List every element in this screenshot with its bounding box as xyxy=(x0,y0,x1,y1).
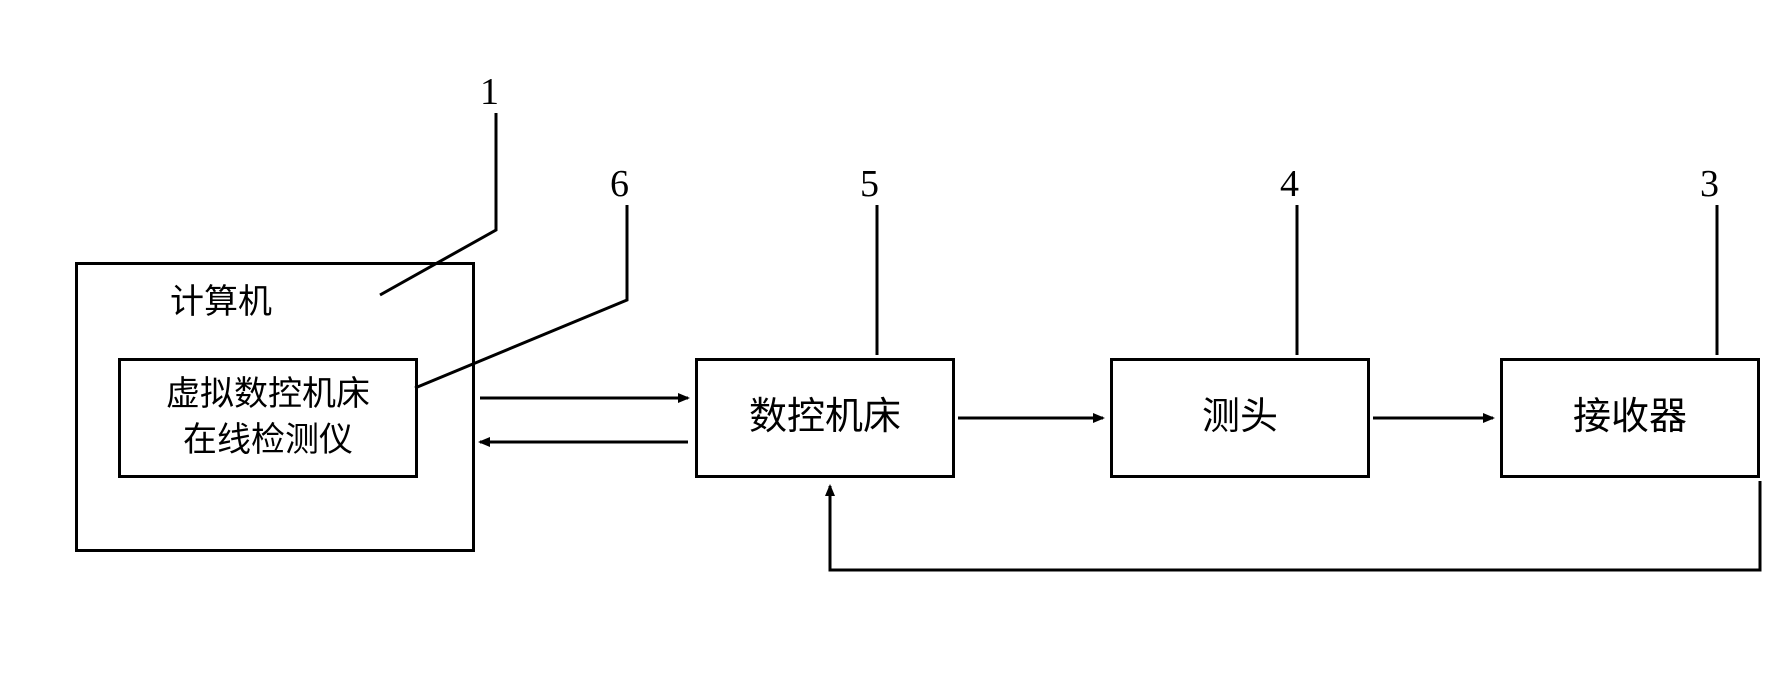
callout-number-6: 6 xyxy=(610,162,629,206)
probe-box: 测头 xyxy=(1110,358,1370,478)
virtual-detector-box: 虚拟数控机床 在线检测仪 xyxy=(118,358,418,478)
callout-number-1: 1 xyxy=(480,70,499,114)
callout-number-5: 5 xyxy=(860,162,879,206)
computer-outer-label: 计算机 xyxy=(170,274,272,323)
callout-number-3: 3 xyxy=(1700,162,1719,206)
callout-number-4: 4 xyxy=(1280,162,1299,206)
cnc-box: 数控机床 xyxy=(695,358,955,478)
arrow-receiver-feedback-to-cnc xyxy=(830,481,1760,570)
receiver-box: 接收器 xyxy=(1500,358,1760,478)
